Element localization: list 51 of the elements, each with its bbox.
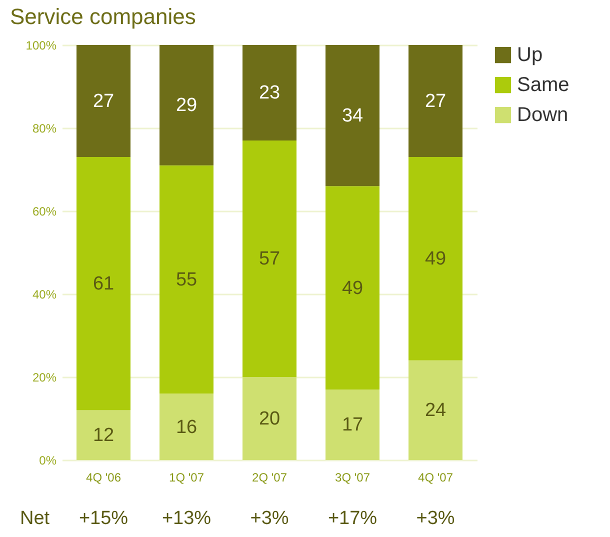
chart-title: Service companies [10,4,196,29]
bar [408,157,462,360]
bar [408,360,462,460]
text: +3% [416,508,455,529]
bar [326,389,380,460]
y-tick-label: 20% [32,370,57,384]
x-tick-label: 3Q '07 [335,470,370,484]
data-label: 27 [424,91,446,112]
data-label: 49 [424,248,446,270]
bar [76,45,130,158]
x-tick-label: 4Q '07 [418,470,454,484]
data-label: 12 [92,425,114,446]
bar [326,45,380,186]
data-label: 16 [176,416,198,438]
y-tick-label: 80% [32,122,57,136]
text: Net [20,508,50,529]
data-label: 49 [342,278,364,299]
x-tick-label: 2Q '07 [252,470,288,484]
bar [76,157,130,410]
y-tick-label: 40% [32,288,57,302]
text: +3% [250,508,289,529]
data-label: 27 [92,91,114,112]
bar [242,377,296,460]
bar [408,45,462,158]
y-tick-label: 100% [26,38,57,52]
data-label: 57 [258,248,280,270]
legend-label: Up [517,44,543,66]
bar [160,45,214,166]
data-label: 17 [342,414,364,436]
data-label: 34 [342,106,364,127]
bar [242,45,296,140]
text: +13% [162,508,212,529]
data-label: 61 [92,274,114,295]
data-label: 23 [258,82,280,104]
bar [160,165,214,394]
y-tick-label: 0% [39,454,57,468]
x-tick-label: 4Q '06 [86,470,122,484]
data-label: 55 [176,269,198,290]
bar [160,394,214,460]
text: +15% [78,508,128,529]
bar [76,410,130,460]
x-tick-label: 1Q '07 [169,470,204,484]
y-tick-label: 60% [32,204,57,218]
bar [326,186,380,390]
legend-label: Same [517,74,570,96]
bar [242,140,296,377]
text: +17% [328,508,378,529]
legend-label: Down [517,104,568,126]
data-label: 29 [176,95,198,116]
data-label: 24 [424,400,446,422]
data-label: 20 [258,408,280,430]
